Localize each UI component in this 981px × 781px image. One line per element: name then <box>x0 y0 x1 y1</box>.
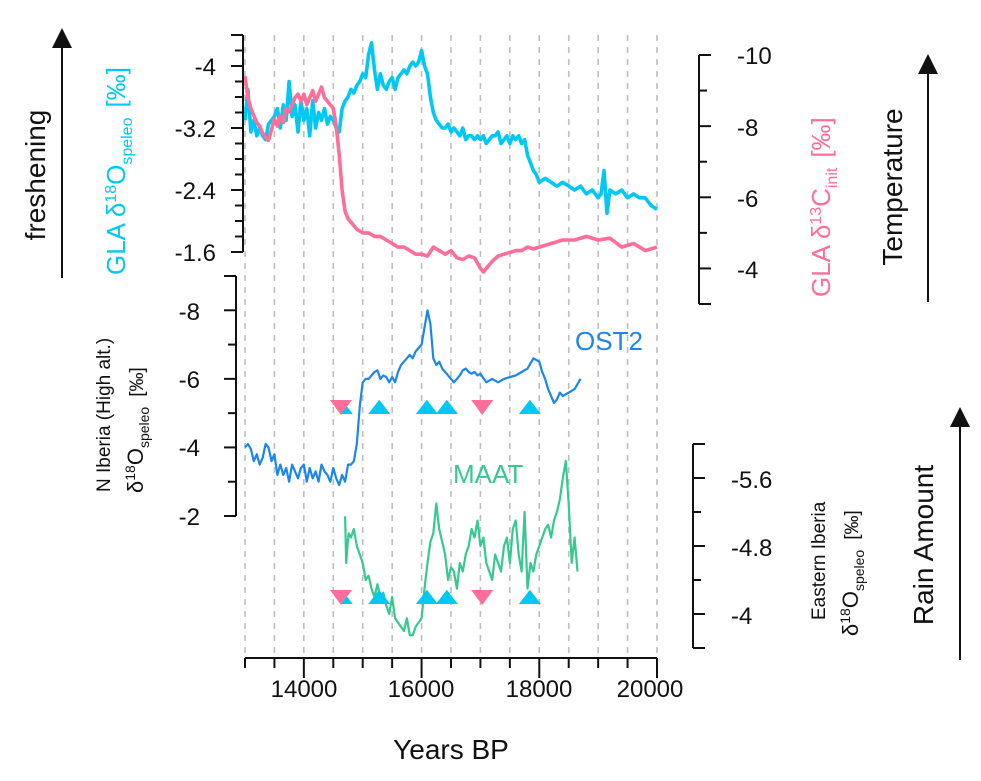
axes <box>224 34 711 678</box>
series-line-ost2 <box>244 309 582 487</box>
y-tick-label-ost2: -4 <box>179 435 200 462</box>
y-axis-title-gla-d13c: GLA δ13Cinit[‰] <box>806 117 841 297</box>
triangle-down-marker-ost2 <box>329 400 352 415</box>
y-tick-label-ost2: -6 <box>179 367 200 394</box>
y-axis-title-ost2-line2: δ18Ospeleo[‰] <box>122 367 152 493</box>
rain-amount-label: Rain Amount <box>908 465 939 626</box>
series-layer <box>243 41 658 637</box>
triangle-up-marker-maat <box>518 589 541 604</box>
triangle-down-marker-maat <box>471 590 494 605</box>
triangle-up-marker-maat <box>415 589 438 604</box>
y-tick-label-gla-d18o: -1.6 <box>175 240 216 267</box>
y-tick-label-ost2: -2 <box>179 504 200 531</box>
y-tick-label-gla-d13c: -10 <box>737 43 772 70</box>
y-axis-title-maat-line1: Eastern Iberia <box>809 501 830 620</box>
triangle-up-marker-maat <box>340 596 353 604</box>
y-tick-label-gla-d13c: -4 <box>737 257 758 284</box>
y-tick-label-gla-d13c: -6 <box>737 186 758 213</box>
freshening-arrow: freshening <box>20 28 72 278</box>
y-tick-label-maat: -4 <box>731 603 752 630</box>
y-tick-label-gla-d18o: -2.4 <box>175 178 216 205</box>
series-label-ost2: OST2 <box>575 326 643 356</box>
y-axis-title-ost2-line1: N Iberia (High alt.) <box>94 338 115 492</box>
y-tick-label-maat: -5.6 <box>731 467 772 494</box>
triangle-up-marker-maat <box>368 589 391 604</box>
y-tick-label-gla-d13c: -8 <box>737 115 758 142</box>
y-axis-title-gla-d18o: GLA δ18Ospeleo[‰] <box>101 67 136 275</box>
y-tick-label-gla-d18o: -3.2 <box>175 116 216 143</box>
freshening-label: freshening <box>20 110 51 241</box>
triangle-up-marker-ost2 <box>368 399 391 414</box>
x-tick-label: 14000 <box>271 676 338 703</box>
arrow-up-icon <box>52 28 72 48</box>
y-axis-title-maat-line2: δ18Ospeleo[‰] <box>837 510 867 636</box>
triangle-up-marker-ost2 <box>518 399 541 414</box>
x-axis-title: Years BP <box>393 734 509 765</box>
y-tick-label-ost2: -8 <box>179 299 200 326</box>
triangle-up-marker-maat <box>435 589 458 604</box>
temperature-label: Temperature <box>877 108 908 265</box>
arrow-up-icon <box>918 54 938 74</box>
x-tick-label: 16000 <box>388 676 455 703</box>
rain-amount-arrow: Rain Amount <box>908 407 970 660</box>
triangle-up-marker-ost2 <box>415 399 438 414</box>
temperature-arrow: Temperature <box>877 54 938 302</box>
triangle-up-marker-ost2 <box>435 399 458 414</box>
series-label-maat: MAAT <box>453 459 523 489</box>
series-line-gla_d13c <box>243 76 658 274</box>
event-markers <box>329 399 541 605</box>
triangle-down-marker-maat <box>329 590 352 605</box>
triangle-up-marker-ost2 <box>340 406 353 414</box>
arrow-up-icon <box>950 407 970 427</box>
x-tick-label: 18000 <box>506 676 573 703</box>
y-tick-label-gla-d18o: -4 <box>195 54 216 81</box>
triangle-down-marker-ost2 <box>471 400 494 415</box>
y-tick-label-maat: -4.8 <box>731 535 772 562</box>
series-line-gla_d18o <box>243 41 658 216</box>
x-tick-label: 20000 <box>617 676 684 703</box>
